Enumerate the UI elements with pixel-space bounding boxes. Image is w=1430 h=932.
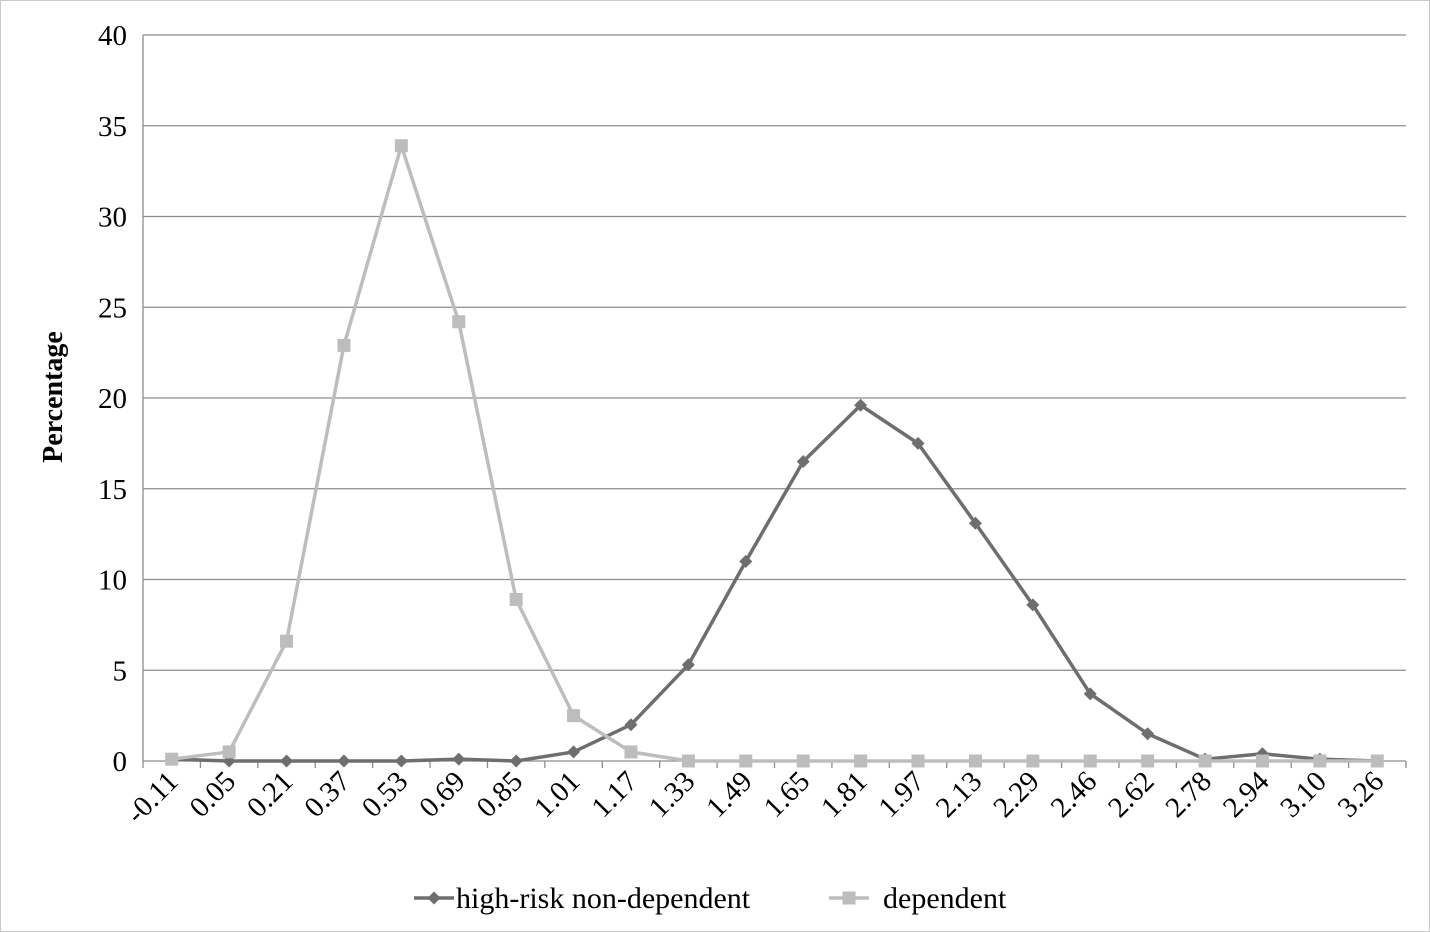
x-tick-label: 3.26 (1332, 765, 1391, 824)
y-tick-label: 25 (98, 292, 127, 324)
data-point (337, 338, 351, 352)
series (165, 139, 1384, 768)
data-point (567, 745, 581, 759)
data-point (452, 315, 466, 329)
x-tick-label: 1.01 (528, 765, 587, 824)
x-tick-label: 1.17 (585, 765, 644, 824)
x-tick-label: 1.33 (643, 765, 702, 824)
x-tick-label: 0.85 (471, 765, 530, 824)
y-tick-label: 40 (98, 20, 127, 52)
legend: high-risk non-dependent dependent (414, 882, 1007, 915)
y-tick-label: 20 (98, 383, 127, 415)
legend-marker (842, 891, 856, 905)
x-tick-label: 1.65 (758, 765, 817, 824)
data-point (1026, 754, 1040, 768)
x-tick-label: -0.11 (120, 765, 185, 830)
x-tick-label: 0.69 (413, 765, 472, 824)
data-point (567, 709, 581, 723)
data-point (968, 516, 982, 530)
x-tick-label: 1.97 (872, 765, 931, 824)
data-point (280, 634, 294, 648)
y-tick-label: 5 (113, 655, 128, 687)
y-tick-label: 10 (98, 565, 127, 597)
x-tick-label: 0.21 (241, 765, 300, 824)
x-tick-label: 3.10 (1274, 765, 1333, 824)
legend-label: dependent (883, 882, 1007, 915)
x-tick-label: 1.49 (700, 765, 759, 824)
series-1 (165, 139, 1384, 768)
x-tick-label: 0.53 (356, 765, 415, 824)
data-point (1083, 687, 1097, 701)
data-point (1255, 754, 1269, 768)
data-point (1370, 754, 1384, 768)
data-point (854, 398, 868, 412)
x-tick-labels: -0.110.050.210.370.530.690.851.011.171.3… (120, 765, 1390, 830)
data-point (796, 754, 810, 768)
data-point (911, 754, 925, 768)
legend-item: high-risk non-dependent (414, 882, 751, 915)
legend-label: high-risk non-dependent (456, 882, 751, 915)
series-line (171, 403, 1378, 763)
series-line (171, 143, 1378, 763)
x-tick-label: 2.29 (987, 765, 1046, 824)
data-point (1141, 754, 1155, 768)
gridlines (143, 34, 1406, 671)
data-point (796, 455, 810, 469)
data-point (624, 718, 638, 732)
data-point (165, 752, 179, 766)
x-tick-label: 2.94 (1217, 765, 1276, 824)
data-point (739, 554, 753, 568)
x-tick-label: 2.62 (1102, 765, 1161, 824)
data-point (394, 139, 408, 153)
series-0 (165, 398, 1384, 768)
data-point (624, 745, 638, 759)
legend-marker (427, 891, 441, 905)
y-tick-label: 35 (98, 111, 127, 143)
x-tick-label: 2.13 (930, 765, 989, 824)
data-point (1313, 754, 1327, 768)
data-point (452, 752, 466, 766)
data-point (681, 658, 695, 672)
data-point (337, 754, 351, 768)
data-point (509, 754, 523, 768)
data-point (911, 436, 925, 450)
y-tick-label: 15 (98, 474, 127, 506)
data-point (280, 754, 294, 768)
y-tick-labels: 0 5 10 15 20 25 30 35 40 (98, 20, 127, 778)
data-point (1141, 727, 1155, 741)
x-tick-label: 0.37 (298, 765, 357, 824)
y-tick-label: 0 (113, 746, 128, 778)
data-point (739, 754, 753, 768)
y-tick-label: 30 (98, 202, 127, 234)
data-point (854, 754, 868, 768)
x-tick-label: 2.46 (1045, 765, 1104, 824)
data-point (968, 754, 982, 768)
data-point (394, 754, 408, 768)
x-tick-label: 1.81 (815, 765, 874, 824)
x-tick-label: 2.78 (1160, 765, 1219, 824)
legend-item: dependent (829, 882, 1007, 915)
y-axis-title: Percentage (38, 331, 69, 463)
data-point (681, 754, 695, 768)
data-point (1026, 598, 1040, 612)
data-point (509, 592, 523, 606)
data-point (1198, 754, 1212, 768)
data-point (222, 745, 236, 759)
x-tick-label: 0.05 (184, 765, 243, 824)
data-point (1083, 754, 1097, 768)
